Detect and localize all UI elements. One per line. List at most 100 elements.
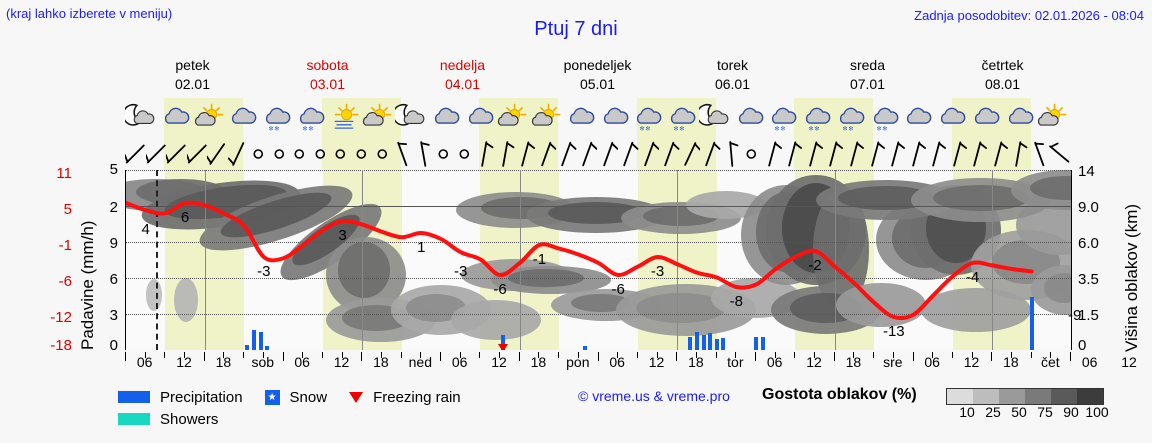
- time-tick-label: 06: [451, 354, 468, 370]
- wind-barb: [803, 139, 824, 169]
- time-tick: [735, 352, 737, 358]
- day-gridline: [362, 170, 364, 350]
- wind-barb: [536, 139, 557, 169]
- wind-barb: [906, 139, 927, 169]
- density-scale-step: [947, 389, 973, 404]
- cloud-density-scalebar: [946, 388, 1104, 405]
- time-tick-label: 06: [766, 354, 783, 370]
- precipitation-bar: [754, 336, 758, 350]
- precipitation-tick: 6: [109, 271, 118, 288]
- time-tick-label: 18: [845, 354, 862, 370]
- precipitation-bar: [701, 335, 706, 350]
- time-tick: [479, 352, 481, 358]
- wind-barb: [782, 139, 803, 169]
- time-tick: [262, 352, 264, 358]
- wind-barb: [967, 139, 988, 169]
- wind-barb: [700, 139, 721, 169]
- legend: Precipitation ★ Snow Freezing rain Showe…: [118, 386, 678, 430]
- weather-icon-cloud-snow: ✻ ✻: [868, 100, 902, 136]
- time-tick: [991, 352, 993, 361]
- day-name: petek: [175, 57, 210, 73]
- precipitation-bar: [688, 336, 693, 350]
- weather-icon-sun-cloud: [530, 100, 564, 136]
- time-tick: [892, 352, 894, 358]
- time-tick-label: 18: [215, 354, 232, 370]
- cloud-height-tick: 3.5: [1078, 271, 1099, 288]
- precipitation-bar: [245, 345, 250, 350]
- horizontal-gridline: [126, 170, 1071, 172]
- forecast-plot[interactable]: 4 6 -3 3 1 -3 -6 -1 -6 -3 -8 -2 -13 -4: [125, 170, 1072, 350]
- day-date: 04.01: [444, 76, 481, 92]
- wind-barb: [392, 139, 413, 169]
- time-tick-label: 12: [806, 354, 822, 370]
- time-tick-label: 06: [294, 354, 310, 370]
- location-menu-note: (kraj lahko izberete v meniju): [6, 6, 173, 21]
- density-scale-label: 90: [1063, 404, 1079, 420]
- density-scale-label: 50: [1011, 404, 1027, 420]
- wind-barb-calm: [351, 139, 372, 169]
- daylight-band: [636, 138, 716, 170]
- wind-barb: [988, 139, 1009, 169]
- weather-icon-cloud: [935, 100, 969, 136]
- time-tick: [459, 352, 461, 358]
- weather-icon-moon-cloud: [392, 100, 429, 136]
- temperature-value-label: 4: [141, 221, 150, 238]
- temperature-tick: -6: [58, 273, 72, 290]
- time-tick: [203, 352, 205, 361]
- time-tick: [1050, 352, 1052, 358]
- time-tick: [518, 352, 520, 361]
- time-tick: [125, 352, 126, 361]
- weather-icon-cloud: [564, 100, 598, 136]
- density-scale-label: 10: [959, 404, 975, 420]
- precipitation-bar: [708, 332, 713, 350]
- time-tick-label: 12: [333, 354, 350, 370]
- day-gridline: [834, 170, 836, 350]
- time-tick-label: 12: [176, 354, 192, 370]
- weather-icon-cloud: [429, 100, 463, 136]
- wind-barb: [185, 139, 208, 169]
- precipitation-axis: 5 2 9 6 3 0: [84, 161, 120, 360]
- weather-icon-cloud-snow: ✻ ✻: [631, 100, 665, 136]
- time-tick: [755, 352, 756, 361]
- precipitation-bar: [760, 336, 765, 350]
- precipitation-bar: [694, 331, 699, 350]
- wind-barb: [865, 139, 886, 169]
- wind-barb: [227, 139, 249, 169]
- time-tick-label: pon: [566, 354, 590, 370]
- time-tick: [144, 352, 146, 358]
- time-tick: [597, 352, 599, 361]
- time-tick-label: 12: [648, 354, 665, 370]
- day-header-sobota: sobota 03.01: [260, 56, 395, 96]
- temperature-value-label: -6: [611, 281, 625, 298]
- day-name: sreda: [849, 57, 886, 73]
- wind-barb-calm: [433, 139, 454, 169]
- temperature-tick: 11: [56, 165, 72, 182]
- svg-text:✻: ✻: [781, 126, 786, 133]
- day-date: 08.01: [984, 76, 1021, 92]
- wind-barb: [680, 139, 701, 169]
- legend-showers-label: Showers: [160, 410, 219, 428]
- cloud-height-axis: 14 9.0 6.0 3.5 1.5 0 -9: [1068, 163, 1134, 360]
- weather-icon-cloud-snow: ✻ ✻: [260, 100, 294, 136]
- time-tick: [1010, 352, 1012, 358]
- svg-text:✻: ✻: [646, 126, 651, 133]
- time-tick: [282, 352, 284, 361]
- svg-text:✻: ✻: [673, 126, 678, 133]
- time-tick-label: sob: [251, 354, 275, 370]
- legend-precipitation: Precipitation: [118, 389, 243, 406]
- temperature-value-label: -3: [650, 263, 665, 280]
- svg-text:✻: ✻: [882, 126, 887, 133]
- wind-barb: [556, 139, 577, 169]
- wind-barb: [721, 139, 742, 169]
- copyright-link[interactable]: © vreme.us & vreme.pro: [578, 388, 730, 404]
- time-tick: [341, 352, 343, 358]
- time-tick: [420, 352, 422, 358]
- precipitation-bar: [714, 338, 719, 350]
- wind-barb-calm: [310, 139, 331, 169]
- weather-icon-cloud-snow: ✻ ✻: [766, 100, 800, 136]
- day-date: 03.01: [309, 76, 346, 92]
- svg-text:✻: ✻: [808, 126, 813, 133]
- day-date: 06.01: [714, 76, 751, 92]
- day-name: četrtek: [981, 57, 1024, 73]
- temperature-value-label: -3: [257, 263, 271, 280]
